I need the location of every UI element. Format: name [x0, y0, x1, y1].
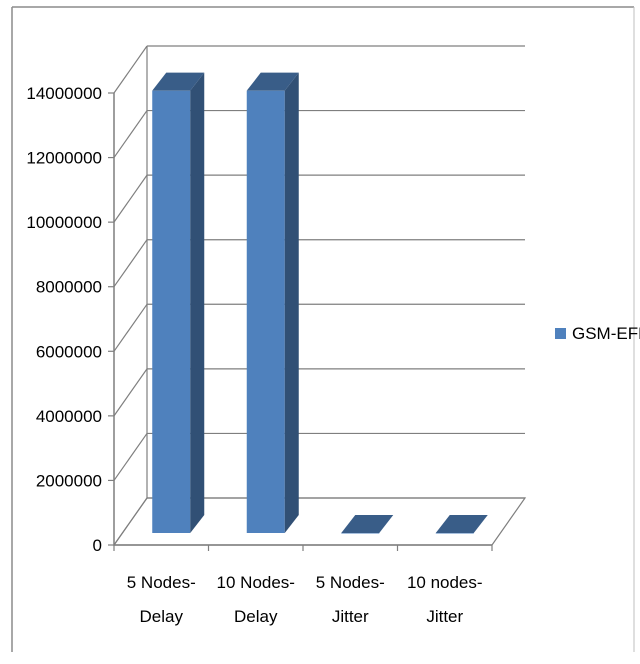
grid-depth-line	[113, 433, 148, 481]
x-tick-label-line: 10 Nodes-	[217, 573, 295, 592]
bar-top-face	[341, 515, 394, 533]
bar	[152, 72, 205, 533]
bar-top-face	[435, 515, 488, 533]
x-tick-label-line: 5 Nodes-	[127, 573, 196, 592]
legend-swatch	[555, 328, 566, 339]
bar-top-face	[246, 72, 299, 91]
x-tick-label: 5 Nodes- Delay	[127, 573, 196, 626]
x-tick-label-line: Delay	[234, 607, 278, 626]
bar-front-face	[152, 90, 191, 533]
y-tick-label: 6000000	[36, 342, 102, 361]
x-tick-label-line: 10 nodes-	[407, 573, 483, 592]
grid-depth-line	[113, 110, 148, 158]
bar-front-face	[435, 533, 474, 534]
legend: GSM-EFR	[555, 324, 640, 343]
bar-front-face	[341, 533, 380, 534]
x-tick-label: 10 nodes- Jitter	[407, 573, 483, 626]
y-tick-label: 8000000	[36, 278, 102, 297]
y-tick-label: 4000000	[36, 407, 102, 426]
x-tick-label: 5 Nodes- Jitter	[316, 573, 385, 626]
bar	[246, 72, 299, 533]
bar-front-face	[246, 90, 285, 533]
y-tick-label: 0	[93, 536, 102, 555]
x-tick-label-line: 5 Nodes-	[316, 573, 385, 592]
grid-depth-line	[113, 174, 148, 223]
y-tick-label: 2000000	[36, 471, 102, 490]
grid-depth-line	[113, 45, 148, 94]
bar	[341, 515, 394, 534]
y-tick-label: 14000000	[26, 84, 102, 103]
grid-depth-line	[113, 303, 148, 352]
bar-side-face	[284, 72, 299, 533]
y-tick-label: 12000000	[26, 149, 102, 168]
bar	[435, 515, 488, 534]
x-tick-label-line: Jitter	[426, 607, 463, 626]
bar-side-face	[190, 72, 205, 533]
x-tick-label-line: Delay	[140, 607, 184, 626]
x-tick-label-line: Jitter	[332, 607, 369, 626]
legend-label: GSM-EFR	[572, 324, 640, 343]
grid-depth-line	[113, 368, 148, 417]
bar-top-face	[152, 72, 205, 91]
x-tick-label: 10 Nodes- Delay	[217, 573, 295, 626]
y-tick-label: 10000000	[26, 213, 102, 232]
grid-depth-line	[113, 239, 148, 288]
